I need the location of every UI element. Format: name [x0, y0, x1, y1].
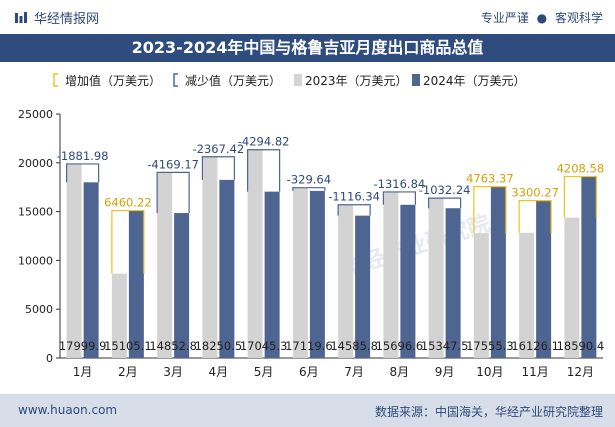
bar-2024	[174, 213, 190, 358]
value-label-2024: 16126.1	[511, 339, 559, 353]
y-tick-label: 20000	[18, 157, 53, 170]
change-label: -2367.42	[193, 142, 245, 156]
legend-label-s24: 2024年（万美元）	[423, 74, 526, 88]
bar-2023	[519, 232, 535, 358]
bar-2023	[428, 198, 444, 358]
change-bracket	[473, 186, 507, 234]
x-tick-label: 3月	[163, 365, 183, 379]
change-bracket	[518, 200, 552, 233]
brand[interactable]: 华经情报网	[14, 8, 99, 27]
x-tick-label: 2月	[118, 365, 138, 379]
y-tick-label: 25000	[18, 108, 53, 121]
y-tick-label: 0	[46, 352, 53, 365]
legend-swatch-dec	[173, 73, 178, 87]
legend-label-dec: 减少值（万美元）	[185, 73, 281, 88]
bar-2024	[83, 182, 99, 358]
bar-2024	[355, 215, 371, 358]
bar-2023	[66, 163, 82, 358]
x-tick-label: 4月	[209, 365, 229, 379]
brand-name: 华经情报网	[34, 12, 100, 27]
change-label: 6460.22	[104, 196, 152, 210]
change-bracket	[156, 171, 190, 214]
x-tick-label: 11月	[521, 365, 548, 379]
change-bracket	[111, 209, 145, 274]
bar-2023	[247, 149, 263, 358]
tagline-separator: ●	[536, 11, 548, 25]
change-label: -1032.24	[419, 183, 471, 197]
bar-2024	[309, 190, 325, 358]
value-label-2024: 15696.6	[376, 339, 424, 353]
brand-logo-icon	[15, 11, 27, 23]
value-label-2024: 17045.3	[240, 339, 288, 353]
change-bracket	[247, 149, 281, 192]
x-tick-label: 12月	[567, 365, 594, 379]
legend-swatch-s23	[294, 74, 302, 86]
bar-2023	[473, 233, 489, 358]
change-label: -4169.17	[147, 157, 199, 171]
chart-title: 2023-2024年中国与格鲁吉亚月度出口商品总值	[0, 34, 615, 62]
footer-source: 数据来源：中国海关，华经产业研究院整理	[374, 405, 603, 419]
y-tick-label: 10000	[18, 254, 53, 267]
bar-2023	[564, 217, 580, 358]
y-tick-label: 5000	[25, 303, 53, 316]
value-label-2024: 14585.8	[330, 339, 378, 353]
bar-2023	[338, 204, 354, 358]
bar-2024	[219, 179, 235, 358]
bar-2023	[157, 172, 173, 358]
change-label: -1116.34	[328, 190, 380, 204]
change-label: 4763.37	[466, 172, 514, 186]
change-bracket	[292, 187, 326, 191]
change-bracket	[382, 191, 416, 205]
change-label: 3300.27	[511, 186, 559, 200]
value-label-2024: 17119.6	[285, 339, 333, 353]
x-tick-label: 8月	[390, 365, 410, 379]
change-label: -329.64	[287, 173, 331, 187]
bar-chart: 华经产业研究院0500010000150002000025000增加值（万美元）…	[18, 73, 605, 379]
bar-2024	[264, 191, 280, 358]
value-label-2024: 18590.4	[557, 339, 605, 353]
top-bar: 华经情报网 专业严谨 ● 客观科学	[0, 0, 615, 34]
footer-url[interactable]: www.huaon.com	[18, 403, 118, 417]
bar-2024	[128, 210, 144, 358]
tagline-left: 专业严谨	[480, 11, 529, 25]
legend-swatch-s24	[412, 74, 420, 86]
value-label-2024: 17555.3	[466, 339, 514, 353]
legend-label-s23: 2023年（万美元）	[305, 74, 408, 88]
value-label-2024: 15105.1	[104, 339, 152, 353]
change-label: -1881.98	[57, 149, 109, 163]
legend-label-inc: 增加值（万美元）	[65, 73, 161, 88]
y-tick-label: 15000	[18, 206, 53, 219]
x-tick-label: 6月	[299, 365, 319, 379]
change-bracket	[428, 197, 462, 209]
legend-swatch-inc	[53, 73, 58, 87]
bar-2023	[292, 187, 308, 358]
x-tick-label: 10月	[476, 365, 503, 379]
footer: www.huaon.com 数据来源：中国海关，华经产业研究院整理	[0, 394, 615, 427]
x-tick-label: 1月	[73, 365, 93, 379]
value-label-2024: 15347.5	[421, 339, 469, 353]
bar-2023	[202, 156, 218, 358]
tagline-right: 客观科学	[554, 11, 603, 25]
change-bracket	[337, 204, 371, 216]
change-bracket	[563, 175, 597, 218]
tagline: 专业严谨 ● 客观科学	[481, 9, 603, 26]
x-tick-label: 9月	[435, 365, 455, 379]
bar-2024	[445, 208, 461, 358]
value-label-2024: 17999.9	[59, 339, 107, 353]
value-label-2024: 14852.8	[149, 339, 197, 353]
change-label: 4208.58	[557, 162, 605, 176]
change-bracket	[201, 156, 235, 180]
bar-2024	[490, 186, 506, 358]
bar-2023	[111, 273, 127, 358]
x-tick-label: 5月	[254, 365, 274, 379]
bar-2024	[581, 176, 597, 358]
value-label-2024: 18250.5	[195, 339, 243, 353]
change-label: -4294.82	[238, 135, 290, 149]
bar-2023	[383, 191, 399, 358]
x-tick-label: 7月	[344, 365, 364, 379]
bar-2024	[536, 200, 552, 358]
change-bracket	[66, 163, 100, 183]
bar-2024	[400, 204, 416, 358]
change-label: -1316.84	[374, 177, 426, 191]
